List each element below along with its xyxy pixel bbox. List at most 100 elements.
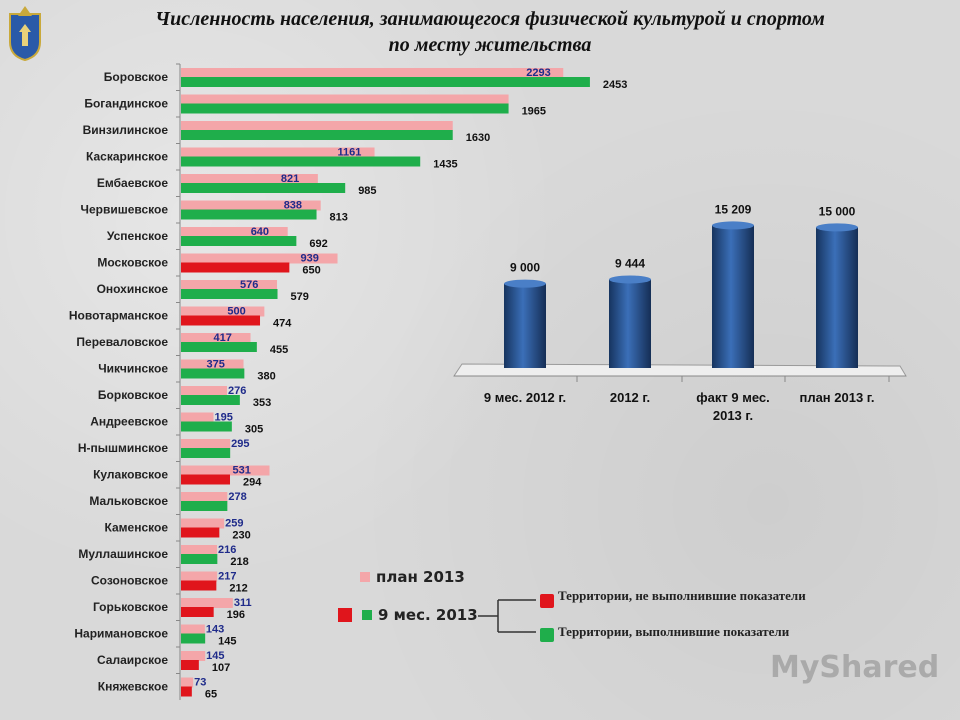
category-label: Чикчинское <box>98 362 168 376</box>
actual-bar <box>181 156 421 167</box>
plan-value-label: 145 <box>206 650 224 662</box>
column-bar <box>504 283 546 368</box>
plan-value-label: 311 <box>234 597 252 609</box>
category-label: Салаирское <box>97 653 168 667</box>
legend-label-plan: план 2013 <box>376 568 465 586</box>
legend-label-actual: 9 мес. 2013 <box>378 606 478 624</box>
category-label: Княжевское <box>98 680 169 694</box>
column-category-label: факт 9 мес. <box>696 390 769 405</box>
plan-bar <box>181 121 453 131</box>
actual-bar <box>181 315 261 326</box>
column-bar <box>609 279 651 368</box>
plan-value-label: 217 <box>218 571 236 583</box>
legend-swatch-actual-fail <box>338 608 352 622</box>
plan-bar <box>181 253 338 264</box>
title-line-1: Численность населения, занимающегося физ… <box>155 8 825 30</box>
plan-bar <box>181 571 218 582</box>
category-label: Червишевское <box>81 203 169 217</box>
plan-bar <box>181 412 214 423</box>
column-top <box>712 221 754 230</box>
actual-bar <box>181 130 453 140</box>
actual-bar <box>181 289 278 299</box>
coat-of-arms-emblem <box>6 2 44 62</box>
category-label: Боровское <box>104 70 169 84</box>
column-chart: 9 000 9 мес. 2012 г. 9 444 2012 г. 15 209 фак… <box>453 202 907 423</box>
column-category-label: 2013 г. <box>713 408 753 423</box>
legend-item-plan: план 2013 <box>360 568 465 586</box>
plan-bar <box>181 386 228 396</box>
category-label: Горьковское <box>93 600 168 614</box>
actual-value-label: 212 <box>229 583 247 595</box>
actual-value-label: 305 <box>245 424 263 436</box>
actual-value-label: 230 <box>232 530 250 542</box>
category-label: Кулаковское <box>93 468 168 482</box>
actual-bar <box>181 501 228 511</box>
plan-bar <box>181 94 509 105</box>
column-value-label: 9 444 <box>615 256 645 270</box>
actual-value-label: 650 <box>302 265 320 277</box>
category-label: Каменское <box>105 521 169 535</box>
actual-bar <box>181 103 509 114</box>
actual-value-label: 218 <box>230 556 248 568</box>
actual-bar <box>181 368 245 379</box>
category-label: Ембаевское <box>97 176 168 190</box>
actual-value-label: 474 <box>273 318 292 330</box>
legend-bracket <box>478 599 536 633</box>
chart-legend: план 2013 9 мес. 2013 <box>330 564 510 634</box>
column-top <box>504 279 546 288</box>
actual-bar <box>181 633 206 644</box>
plan-bar <box>181 518 225 529</box>
actual-value-label: 1965 <box>522 106 546 118</box>
plan-bar <box>181 465 270 476</box>
status-ok-swatch <box>540 628 554 642</box>
category-label: Мальковское <box>89 494 168 508</box>
category-label: Переваловское <box>76 335 168 349</box>
category-label: Богандинское <box>84 97 168 111</box>
actual-value-label: 353 <box>253 397 271 409</box>
category-label: Борковское <box>98 388 168 402</box>
actual-value-label: 196 <box>227 609 245 621</box>
plan-value-label: 295 <box>231 438 249 450</box>
plan-bar <box>181 598 233 608</box>
column-bar <box>816 227 858 368</box>
plan-bar <box>181 545 218 555</box>
plan-value-label: 821 <box>281 173 299 185</box>
column-value-label: 15 209 <box>715 202 752 216</box>
actual-value-label: 294 <box>243 477 262 489</box>
actual-value-label: 107 <box>212 662 230 674</box>
category-label: Созоновское <box>91 574 168 588</box>
plan-bar <box>181 68 564 78</box>
actual-bar <box>181 236 297 246</box>
category-label: Новотарманское <box>69 309 168 323</box>
plan-bar <box>181 227 288 237</box>
plan-value-label: 143 <box>206 624 224 636</box>
plan-bar <box>181 651 206 661</box>
plan-value-label: 375 <box>207 359 225 371</box>
category-label: Московское <box>97 256 168 270</box>
plan-bar <box>181 333 251 343</box>
column-category-label: 9 мес. 2012 г. <box>484 390 566 405</box>
plan-bar <box>181 174 318 184</box>
legend-swatch-plan <box>360 572 370 582</box>
status-ok-label: Территории, выполнившие показатели <box>558 624 790 639</box>
plan-value-label: 195 <box>215 412 233 424</box>
actual-bar <box>181 395 240 405</box>
actual-bar <box>181 554 218 564</box>
plan-bar <box>181 439 231 449</box>
actual-bar <box>181 686 192 697</box>
legend-swatch-actual-ok <box>362 610 372 620</box>
legend-item-actual: 9 мес. 2013 <box>338 606 478 624</box>
plan-value-label: 278 <box>228 491 246 503</box>
category-label: Каскаринское <box>86 150 168 164</box>
actual-bar <box>181 209 317 220</box>
plan-bar <box>181 147 375 158</box>
actual-bar <box>181 607 214 617</box>
plan-bar <box>181 492 228 502</box>
actual-bar <box>181 342 257 352</box>
actual-value-label: 692 <box>309 238 327 250</box>
plan-value-label: 531 <box>233 465 251 477</box>
actual-bar <box>181 77 590 87</box>
plan-value-label: 500 <box>227 306 245 318</box>
plan-bar <box>181 359 244 370</box>
plan-value-label: 417 <box>214 332 232 344</box>
